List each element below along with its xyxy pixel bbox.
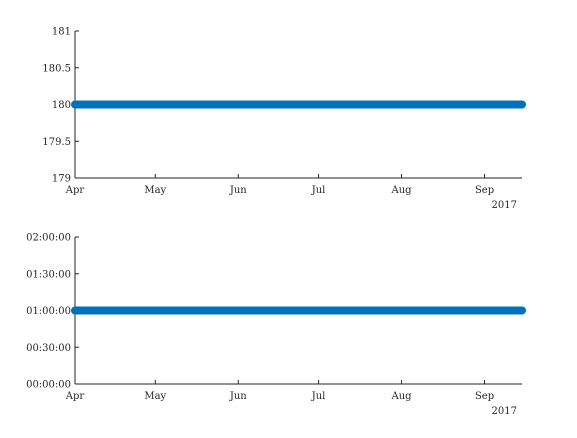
bottom-duration-chart: 00:00:00 00:30:00 01:00:00 01:30:00 02:00:00… [26,233,526,417]
x-tick-label: Jun [229,391,247,402]
y-tick-label: 180.5 [42,63,71,74]
x-tick-label: Sep [475,185,494,196]
data-point [518,100,526,109]
x-tick-label: Apr [65,185,85,196]
y-tick-label: 01:00:00 [26,306,71,317]
y-tick-label: 00:00:00 [26,380,71,391]
x-tick-label: Sep [475,391,494,402]
x-tick-label: Apr [65,391,85,402]
x-year-label: 2017 [492,200,517,211]
y-tick-label: 02:00:00 [26,233,71,244]
x-tick-label: May [144,391,166,402]
y-tick-label: 01:30:00 [26,269,71,280]
x-tick-label: Aug [391,391,413,402]
y-tick-label: 179 [52,174,71,185]
data-point [518,306,526,315]
y-tick-label: 181 [52,27,71,38]
x-tick-label: May [144,185,166,196]
y-tick-label: 00:30:00 [26,343,71,354]
y-tick-label: 180 [52,100,71,111]
top-date-chart: 179 179.5 180 180.5 181 Apr May Jun Jul Aug Sep 201… [42,27,526,211]
x-tick-label: Jul [311,391,326,402]
x-tick-label: Jul [311,185,326,196]
x-year-label: 2017 [492,406,517,417]
x-tick-label: Aug [391,185,413,196]
x-tick-label: Jun [229,185,247,196]
y-tick-label: 179.5 [42,137,71,148]
